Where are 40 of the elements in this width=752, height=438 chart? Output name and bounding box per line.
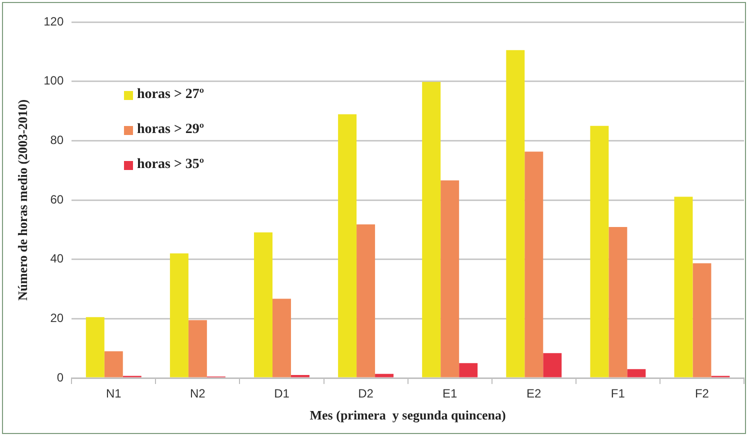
bar — [86, 317, 104, 378]
bar — [590, 126, 609, 378]
bar — [356, 224, 376, 378]
bar — [254, 232, 272, 378]
bar — [692, 263, 712, 378]
y-tick-label: 60 — [50, 192, 64, 206]
legend-label: horas > 27º — [137, 87, 204, 103]
x-tick-label: E1 — [442, 386, 458, 401]
bar — [608, 226, 628, 378]
y-tick-label: 40 — [50, 252, 64, 266]
bar — [375, 374, 394, 378]
bar — [422, 82, 441, 378]
y-tick-label: 0 — [56, 370, 64, 384]
bar — [627, 369, 646, 378]
x-tick-label: D1 — [274, 386, 290, 401]
y-tick-label: 20 — [50, 310, 64, 325]
y-tick-label: 100 — [44, 74, 64, 88]
x-tick-label: D2 — [358, 386, 374, 401]
bar — [543, 353, 562, 378]
bar — [440, 180, 460, 378]
bar — [104, 351, 123, 378]
bar — [272, 298, 291, 378]
bar — [188, 320, 207, 378]
bar — [524, 152, 544, 378]
legend-label: horas > 29º — [137, 122, 204, 138]
y-axis-title: Número de horas medio (2003-2010) — [15, 99, 30, 301]
x-tick-label: E2 — [526, 386, 542, 401]
x-tick-label: N2 — [190, 386, 206, 401]
x-tick-label: F1 — [610, 386, 626, 401]
x-axis-title: Mes (primera y segunda quincena) — [310, 408, 506, 423]
y-tick-label: 120 — [44, 14, 64, 28]
x-tick-label: N1 — [106, 386, 122, 401]
y-tick-label: 80 — [50, 132, 64, 147]
bar — [506, 50, 525, 378]
x-tick-label: F2 — [694, 386, 710, 401]
bar — [674, 196, 693, 378]
legend-label: horas > 35º — [137, 157, 204, 173]
bar — [170, 253, 188, 378]
bar — [338, 114, 357, 378]
bar — [459, 363, 478, 378]
